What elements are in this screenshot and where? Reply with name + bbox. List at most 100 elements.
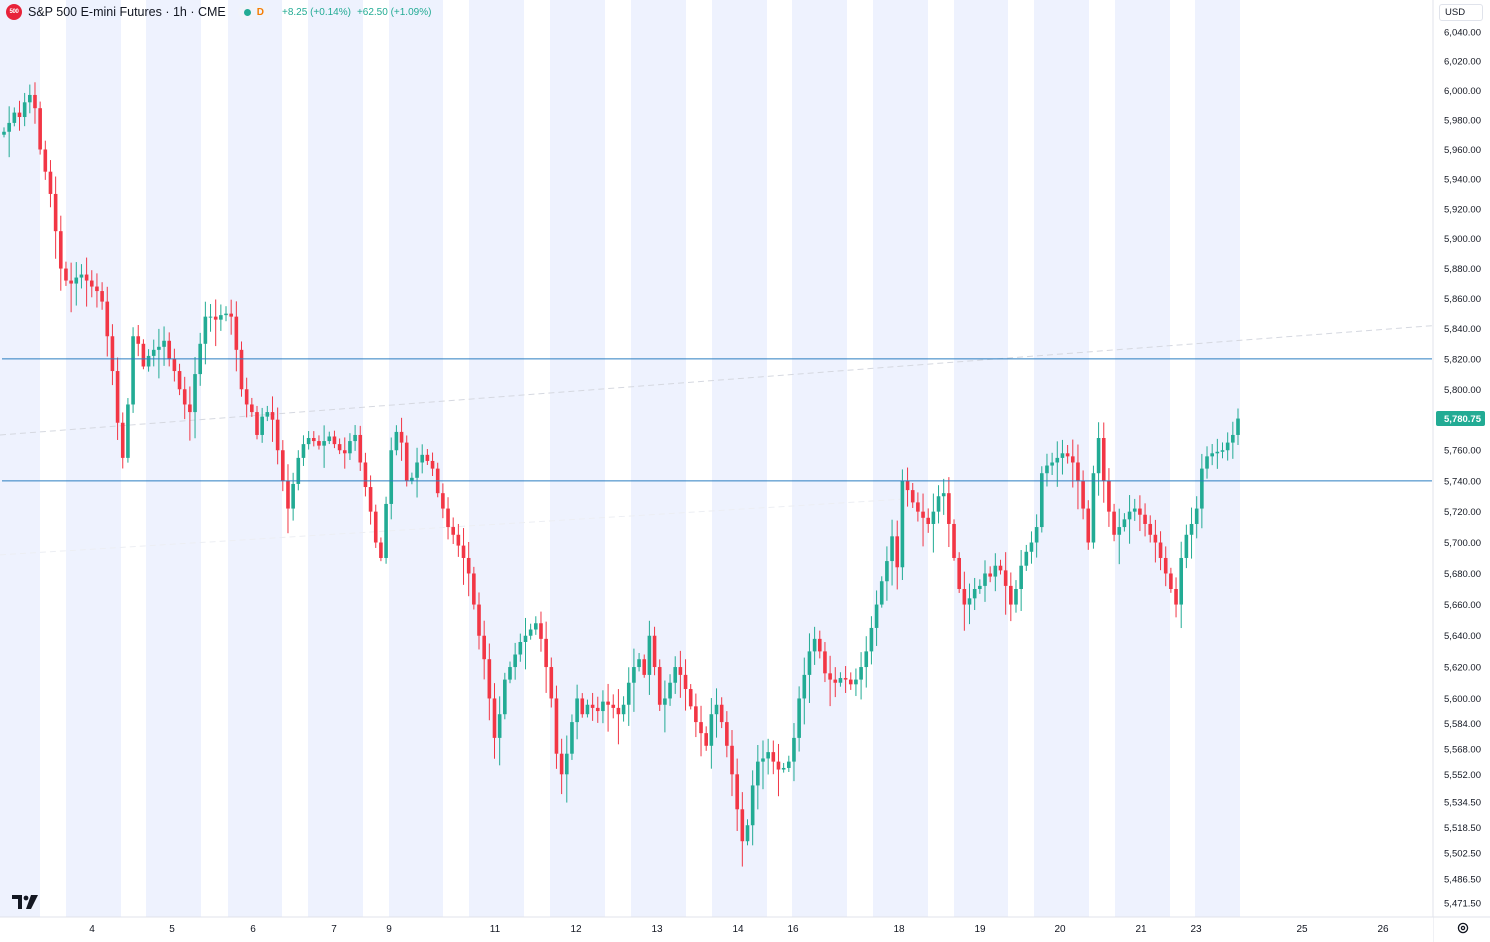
candle[interactable]: [177, 363, 182, 396]
candle[interactable]: [74, 262, 79, 306]
candle[interactable]: [668, 674, 672, 706]
candle[interactable]: [1153, 519, 1158, 563]
candle[interactable]: [688, 684, 693, 710]
candle[interactable]: [1200, 453, 1204, 529]
candle[interactable]: [1205, 446, 1209, 479]
candle[interactable]: [1194, 496, 1199, 539]
candle[interactable]: [1225, 432, 1230, 461]
candle[interactable]: [1065, 444, 1070, 464]
candle[interactable]: [957, 552, 961, 593]
candle[interactable]: [797, 686, 801, 752]
candle[interactable]: [115, 357, 120, 440]
candle[interactable]: [394, 425, 399, 456]
candle[interactable]: [487, 643, 492, 721]
candle[interactable]: [384, 496, 388, 564]
candle[interactable]: [874, 590, 879, 646]
candle[interactable]: [157, 328, 161, 379]
candle[interactable]: [477, 592, 481, 650]
candle[interactable]: [549, 657, 554, 708]
candle[interactable]: [79, 264, 84, 289]
candle[interactable]: [864, 636, 869, 688]
symbol-header[interactable]: 500 S&P 500 E-mini Futures · 1h · CME D …: [6, 2, 431, 22]
candle[interactable]: [1215, 438, 1220, 469]
candle[interactable]: [725, 711, 729, 758]
candle[interactable]: [730, 730, 734, 797]
candle[interactable]: [632, 648, 636, 712]
candle[interactable]: [244, 377, 249, 418]
candle[interactable]: [404, 435, 409, 487]
candle[interactable]: [750, 770, 755, 846]
candle[interactable]: [43, 140, 48, 180]
candle[interactable]: [33, 82, 37, 124]
candle[interactable]: [296, 450, 301, 491]
tradingview-logo-icon[interactable]: [12, 895, 38, 909]
candle[interactable]: [28, 84, 32, 114]
candle[interactable]: [1003, 552, 1008, 615]
candle[interactable]: [802, 657, 807, 725]
candle[interactable]: [998, 559, 1003, 575]
candle[interactable]: [224, 306, 228, 322]
candle[interactable]: [534, 616, 538, 635]
candle[interactable]: [1189, 507, 1194, 559]
candle[interactable]: [663, 680, 667, 733]
candle[interactable]: [523, 617, 528, 670]
candle[interactable]: [1081, 470, 1085, 520]
candle[interactable]: [1055, 441, 1060, 487]
candle[interactable]: [193, 356, 197, 439]
candle[interactable]: [647, 620, 652, 695]
candle[interactable]: [410, 472, 414, 485]
candle[interactable]: [373, 504, 378, 548]
candle[interactable]: [456, 523, 461, 557]
candle[interactable]: [585, 699, 590, 718]
candle[interactable]: [539, 611, 543, 652]
candle[interactable]: [136, 324, 141, 357]
candle[interactable]: [12, 107, 17, 127]
candle[interactable]: [425, 449, 430, 465]
candle[interactable]: [446, 497, 450, 540]
horizontal-lines[interactable]: [2, 358, 1432, 482]
candle[interactable]: [580, 693, 585, 718]
candle[interactable]: [642, 654, 647, 678]
candle[interactable]: [947, 477, 951, 548]
candle[interactable]: [905, 467, 910, 507]
candle[interactable]: [1174, 577, 1178, 618]
candle[interactable]: [683, 659, 688, 711]
candle[interactable]: [926, 508, 931, 533]
candle[interactable]: [833, 667, 838, 698]
candle[interactable]: [95, 273, 99, 308]
candle[interactable]: [167, 332, 172, 367]
candle[interactable]: [441, 483, 445, 519]
candle[interactable]: [1009, 572, 1013, 622]
candle[interactable]: [1220, 442, 1225, 459]
candle[interactable]: [559, 738, 564, 795]
candle[interactable]: [286, 464, 290, 534]
candle[interactable]: [900, 469, 905, 581]
candle[interactable]: [250, 397, 254, 417]
candle[interactable]: [967, 583, 972, 625]
candle[interactable]: [110, 324, 115, 386]
candle[interactable]: [53, 176, 58, 259]
candle[interactable]: [17, 100, 22, 131]
candle[interactable]: [48, 160, 53, 208]
candle[interactable]: [239, 341, 244, 397]
candle[interactable]: [492, 683, 497, 759]
candle[interactable]: [590, 692, 595, 721]
candle[interactable]: [941, 478, 946, 515]
candle[interactable]: [575, 684, 579, 740]
candle[interactable]: [616, 689, 621, 745]
candle[interactable]: [570, 714, 574, 760]
candle[interactable]: [317, 435, 321, 450]
candle[interactable]: [1039, 466, 1044, 533]
candle[interactable]: [921, 493, 925, 547]
candle[interactable]: [1179, 541, 1184, 629]
candle[interactable]: [508, 661, 512, 684]
candle[interactable]: [1076, 444, 1080, 510]
candle[interactable]: [430, 452, 435, 477]
candle[interactable]: [379, 537, 383, 562]
candle[interactable]: [544, 621, 548, 693]
candle[interactable]: [120, 412, 125, 469]
currency-button[interactable]: USD: [1439, 4, 1483, 21]
candle[interactable]: [84, 257, 89, 307]
candle[interactable]: [1014, 580, 1018, 613]
candle[interactable]: [389, 437, 394, 520]
